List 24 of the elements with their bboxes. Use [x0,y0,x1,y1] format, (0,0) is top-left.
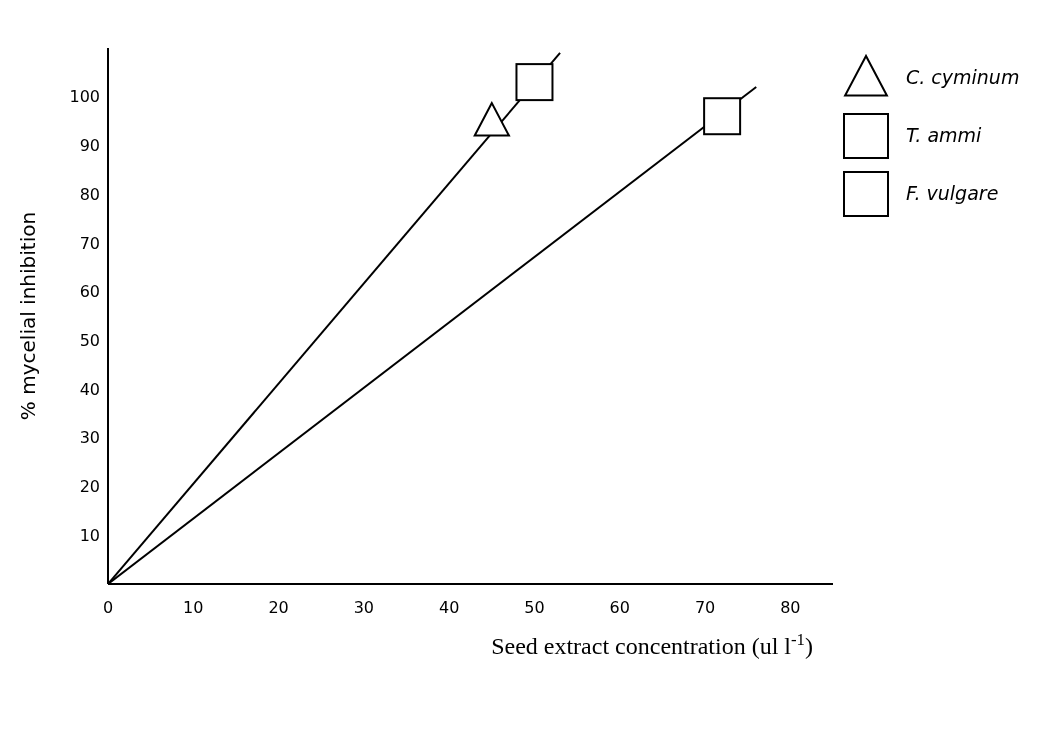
y-axis-title: % mycelial inhibition [16,211,41,421]
x-tick-label: 50 [524,598,545,618]
x-tick-label: 20 [268,598,289,618]
x-tick-label: 60 [609,598,630,618]
y-tick-label: 20 [79,477,100,497]
y-tick-label: 60 [79,282,100,302]
x-axis-title: Seed extract concentration (ul l$^{-1}$) [491,629,813,659]
y-tick-label: 90 [79,136,100,156]
x-tick-label: 80 [780,598,801,618]
x-tick-label: 40 [439,598,460,618]
legend-label: F. vulgare [906,182,999,204]
x-tick-label: 30 [353,598,375,618]
y-tick-label: 40 [79,379,100,399]
x-tick-label: 70 [694,598,716,618]
legend-label: T. ammi [906,124,982,146]
y-tick-label: 80 [79,184,100,204]
y-tick-label: 100 [69,87,100,107]
y-tick-label: 30 [79,428,100,448]
x-tick-label: 10 [183,598,204,618]
y-tick-label: 50 [79,331,100,351]
y-tick-label: 70 [79,233,100,253]
legend-label: C. cyminum [906,66,1020,88]
y-tick-label: 10 [79,525,100,545]
x-tick-label: 0 [102,598,114,618]
